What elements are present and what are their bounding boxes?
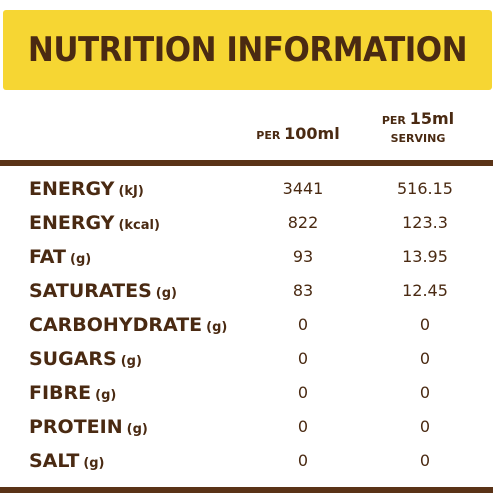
table-row-carbohydrate: CARBOHYDRATE (g) 0 0 [0,308,493,342]
nutrient-unit: (g) [126,422,148,437]
nutrient-label: PROTEIN (g) [29,410,148,444]
nutrient-name: FAT [29,246,66,268]
column-header-per-100ml-prefix: PER [256,129,281,142]
nutrient-label: ENERGY (kJ) [29,172,144,206]
table-row-sugars: SUGARS (g) 0 0 [0,342,493,376]
nutrient-unit: (kJ) [118,184,144,199]
value-per-100ml: 3441 [282,179,324,198]
column-header-per-serving-suffix: SERVING [390,132,446,145]
nutrient-name: ENERGY [29,178,115,200]
nutrient-name: ENERGY [29,212,115,234]
footer-rule [0,487,493,493]
value-per-100ml: 0 [297,349,309,368]
nutrient-name: CARBOHYDRATE [29,314,203,336]
nutrient-label: FIBRE (g) [29,376,116,410]
value-per-100ml: 822 [287,213,319,232]
table-row-fat: FAT (g) 93 13.95 [0,240,493,274]
nutrient-unit: (g) [155,286,177,301]
table-row-fibre: FIBRE (g) 0 0 [0,376,493,410]
table-row-saturates: SATURATES (g) 83 12.45 [0,274,493,308]
value-per-serving: 0 [419,417,431,436]
value-per-serving: 0 [419,451,431,470]
page-title: NUTRITION INFORMATION [27,30,468,70]
value-per-serving: 123.3 [402,213,448,232]
value-per-100ml: 0 [297,315,309,334]
value-per-100ml: 93 [292,247,314,266]
header-divider [0,160,493,166]
nutrient-label: FAT (g) [29,240,91,274]
nutrient-name: PROTEIN [29,416,123,438]
value-per-serving: 13.95 [402,247,448,266]
table-row-protein: PROTEIN (g) 0 0 [0,410,493,444]
title-banner-background: NUTRITION INFORMATION [3,10,492,90]
nutrient-label: SALT (g) [29,444,105,478]
nutrient-label: ENERGY (kcal) [29,206,160,240]
nutrient-unit: (g) [206,320,228,335]
nutrient-name: SATURATES [29,280,152,302]
nutrient-label: SUGARS (g) [29,342,142,376]
nutrient-unit: (g) [83,456,105,471]
column-header-per-serving-amount: 15ml [409,109,455,128]
table-row-energy-kcal: ENERGY (kcal) 822 123.3 [0,206,493,240]
nutrient-label: CARBOHYDRATE (g) [29,308,227,342]
nutrient-label: SATURATES (g) [29,274,177,308]
nutrient-unit: (kcal) [118,218,160,233]
value-per-serving: 0 [419,315,431,334]
nutrient-unit: (g) [70,252,92,267]
value-per-serving: 0 [419,349,431,368]
nutrient-name: FIBRE [29,382,92,404]
value-per-100ml: 0 [297,451,309,470]
value-per-100ml: 0 [297,383,309,402]
nutrient-name: SALT [29,450,80,472]
table-row-energy-kj: ENERGY (kJ) 3441 516.15 [0,172,493,206]
column-header-per-100ml-amount: 100ml [284,124,340,143]
value-per-100ml: 0 [297,417,309,436]
nutrient-unit: (g) [95,388,117,403]
table-row-salt: SALT (g) 0 0 [0,444,493,478]
value-per-serving: 516.15 [397,179,453,198]
value-per-serving: 0 [419,383,431,402]
value-per-serving: 12.45 [402,281,448,300]
column-header-per-100ml: PER 100ml [243,124,353,143]
nutrient-unit: (g) [120,354,142,369]
nutrient-name: SUGARS [29,348,117,370]
column-header-per-serving: PER 15ml SERVING [366,110,470,148]
column-header-per-serving-prefix: PER [381,114,406,127]
title-banner: NUTRITION INFORMATION [0,0,493,92]
value-per-100ml: 83 [292,281,314,300]
